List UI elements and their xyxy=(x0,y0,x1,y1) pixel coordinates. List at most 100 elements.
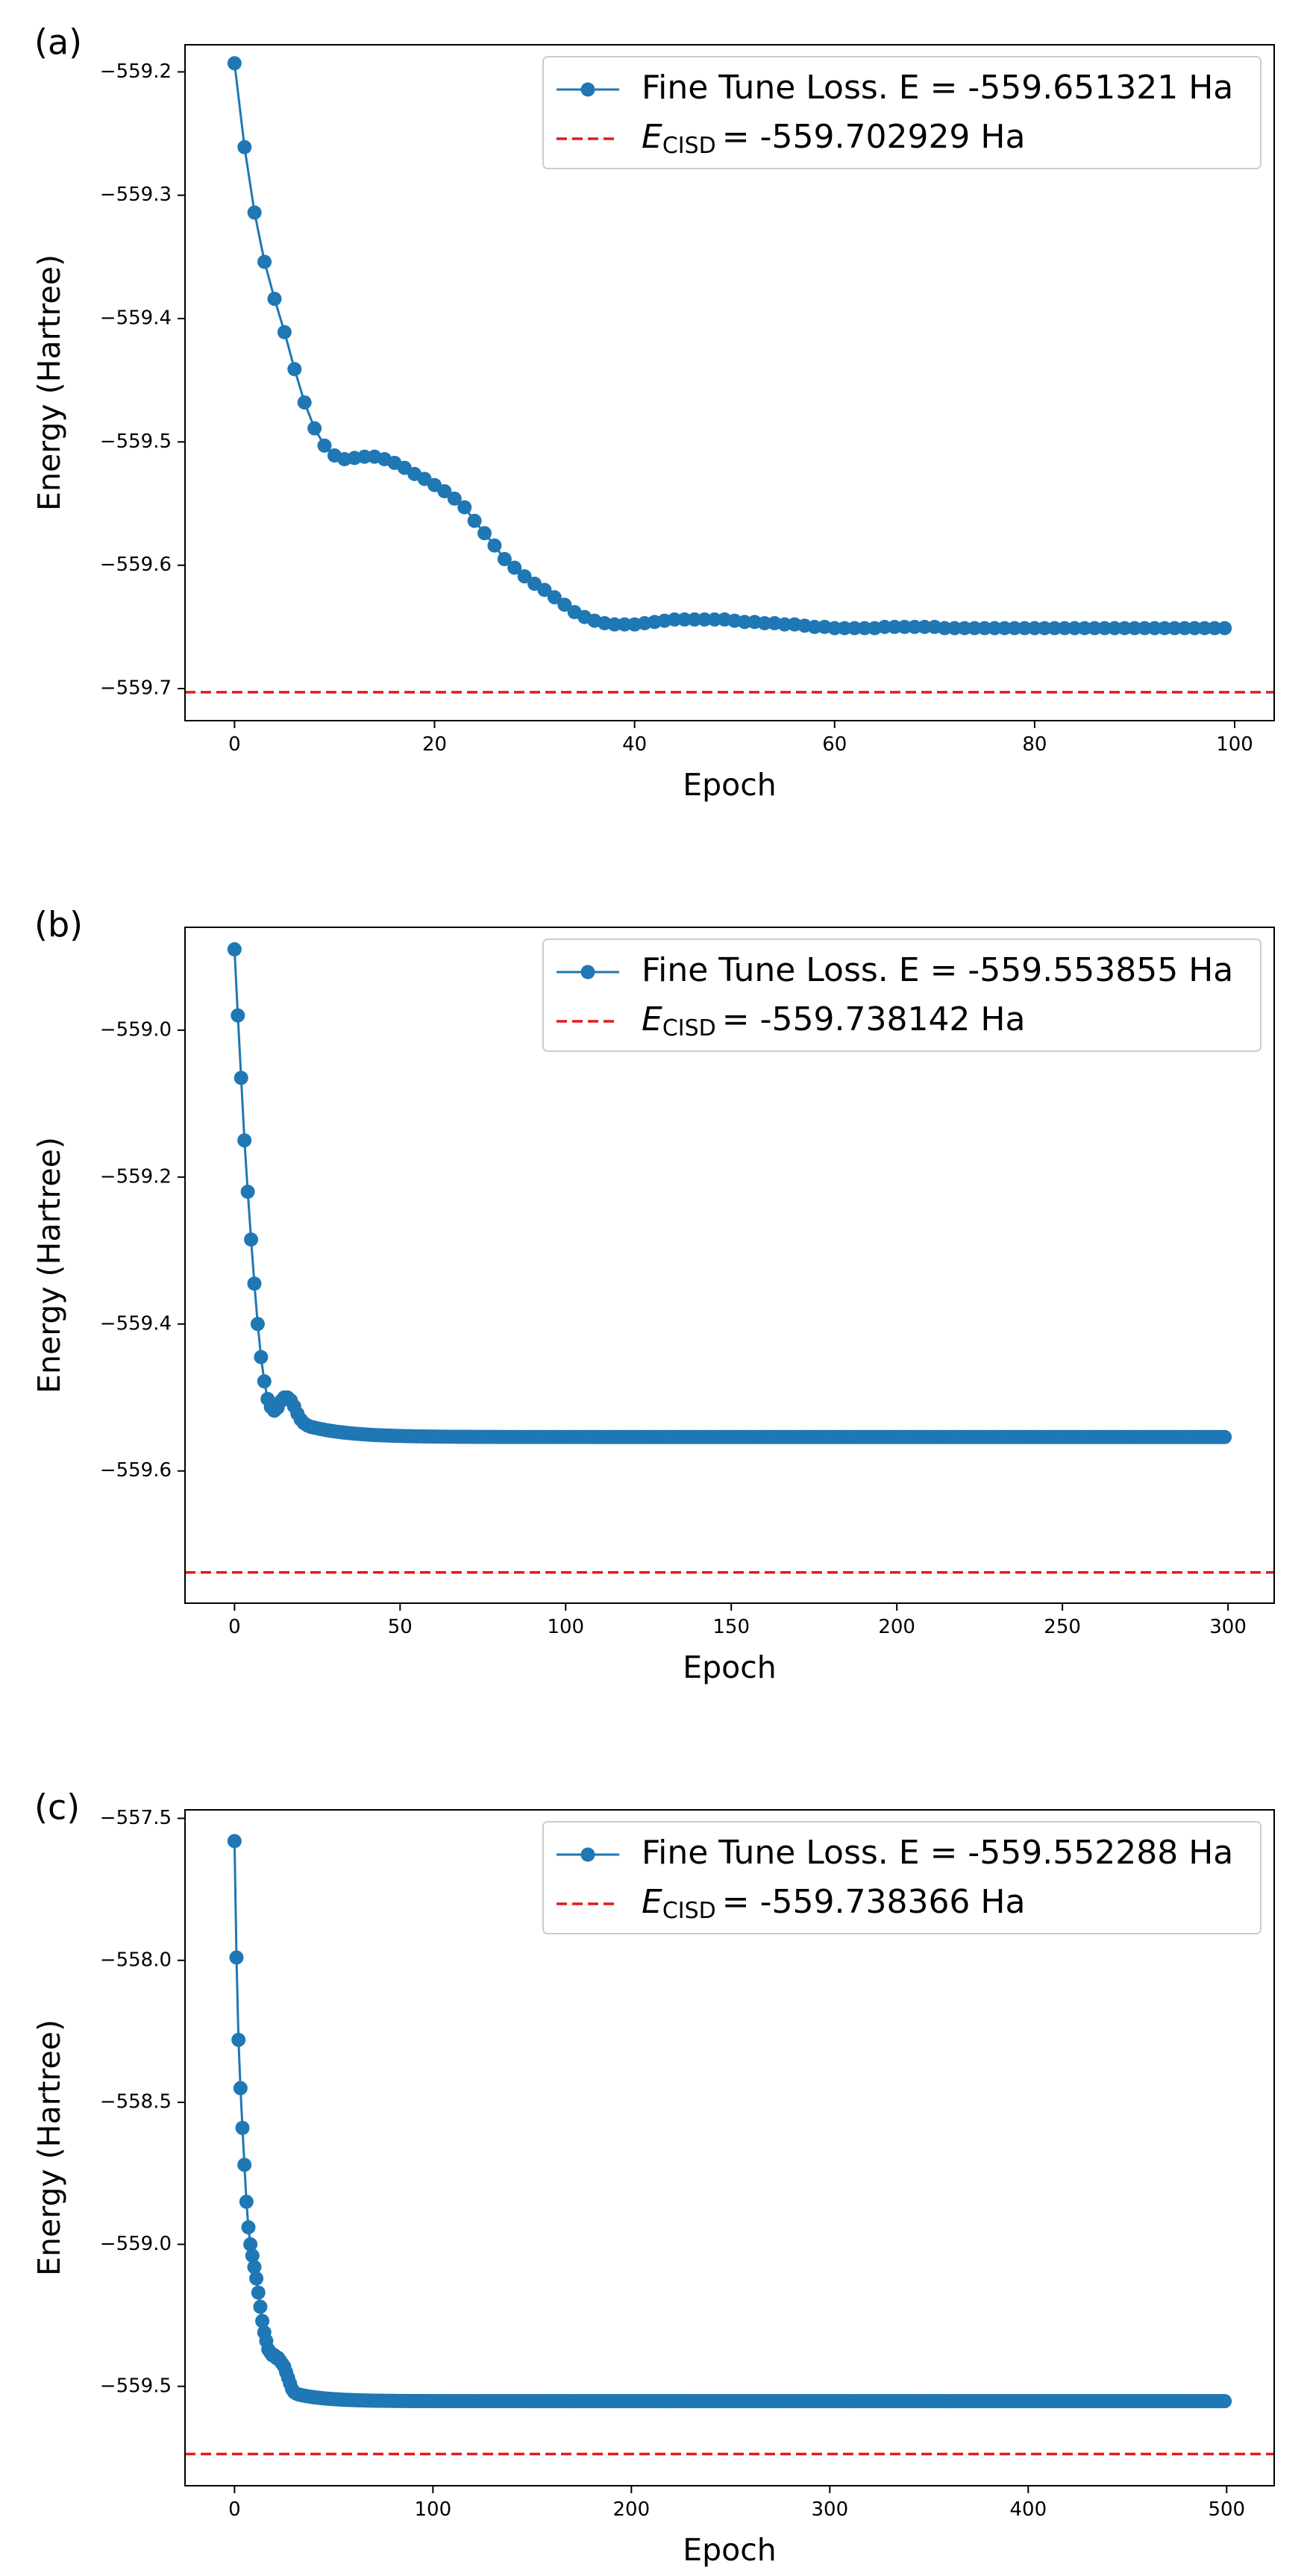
x-tick-label: 60 xyxy=(822,733,847,756)
x-tick-label: 80 xyxy=(1022,733,1047,756)
y-tick-label: −559.6 xyxy=(100,1459,172,1482)
y-axis-title: Energy (Hartree) xyxy=(31,2019,67,2276)
data-point xyxy=(437,483,452,498)
y-tick-label: −559.2 xyxy=(100,60,172,83)
legend-cisd-symbol: E xyxy=(642,1883,662,1921)
data-point xyxy=(1097,621,1112,636)
data-point xyxy=(617,617,632,632)
data-point xyxy=(237,2157,252,2172)
x-tick-label: 40 xyxy=(622,733,647,756)
data-point xyxy=(240,1185,255,1200)
legend-label-cisd: ECISD = -559.702929 Ha xyxy=(642,118,1025,159)
data-point xyxy=(1207,621,1222,636)
y-tick-label: −559.3 xyxy=(100,184,172,206)
data-point xyxy=(607,617,622,632)
y-tick-label: −559.6 xyxy=(100,554,172,576)
data-point xyxy=(267,292,282,307)
data-point xyxy=(254,1350,269,1364)
x-tick-label: 200 xyxy=(613,2498,651,2521)
data-point xyxy=(447,491,462,506)
data-point xyxy=(237,1133,252,1148)
x-tick-label: 50 xyxy=(388,1616,413,1638)
legend-cisd-value: = -559.738366 Ha xyxy=(722,1883,1026,1921)
y-tick-label: −558.5 xyxy=(100,2091,172,2113)
legend-label-fine-tune-loss: Fine Tune Loss. E = -559.651321 Ha xyxy=(642,69,1233,107)
data-point xyxy=(947,621,962,636)
legend-cisd-symbol: E xyxy=(642,1000,662,1038)
data-point xyxy=(231,1008,245,1023)
data-point xyxy=(897,619,912,634)
legend-label-fine-tune-loss: Fine Tune Loss. E = -559.552288 Ha xyxy=(642,1834,1233,1872)
legend-swatch-marker xyxy=(580,82,595,97)
y-tick-label: −559.0 xyxy=(100,2233,172,2255)
chart-panel-a: (a) 0 20 40 60 80 100 −559.2 −559.3 −559.4 −559.5 −… xyxy=(31,22,1275,803)
y-tick-label: −559.7 xyxy=(100,677,172,700)
data-point xyxy=(557,598,572,612)
x-tick-label: 100 xyxy=(547,1616,584,1638)
data-point xyxy=(227,942,242,957)
data-point xyxy=(687,612,702,627)
data-point xyxy=(1187,621,1202,636)
legend-cisd-value: = -559.738142 Ha xyxy=(722,1000,1026,1038)
chart-panel-c: (c) 0 100 200 300 400 500 −557.5 −558.0 −558.5 −55… xyxy=(31,1787,1275,2568)
legend-label-cisd: ECISD = -559.738142 Ha xyxy=(642,1000,1025,1041)
data-point xyxy=(227,56,242,71)
legend-cisd-subscript: CISD xyxy=(662,1898,716,1924)
legend-label-fine-tune-loss: Fine Tune Loss. E = -559.553855 Ha xyxy=(642,951,1233,989)
data-point xyxy=(1027,621,1042,636)
data-point xyxy=(1037,621,1052,636)
plot-frame xyxy=(184,1809,1275,2486)
data-point xyxy=(1107,621,1122,636)
data-point xyxy=(1157,621,1172,636)
data-point xyxy=(251,2285,266,2300)
data-point xyxy=(877,619,892,634)
data-point xyxy=(957,621,972,636)
data-point xyxy=(287,362,302,377)
data-point xyxy=(1217,2394,1232,2409)
data-point xyxy=(277,325,292,339)
data-point xyxy=(707,612,722,627)
series-markers xyxy=(227,56,1232,636)
data-point xyxy=(507,560,522,575)
data-point xyxy=(235,2120,250,2135)
data-point xyxy=(847,621,862,636)
data-point xyxy=(317,438,332,453)
y-tick-label: −559.4 xyxy=(100,1312,172,1335)
legend: Fine Tune Loss. E = -559.651321 Ha ECISD =… xyxy=(542,56,1261,169)
data-point xyxy=(517,569,532,584)
data-point xyxy=(1197,621,1212,636)
data-point xyxy=(1047,621,1062,636)
data-point xyxy=(241,2220,256,2235)
series-markers xyxy=(227,1834,1232,2409)
data-point xyxy=(697,612,712,627)
data-point xyxy=(1007,621,1022,636)
x-tick-label: 20 xyxy=(422,733,447,756)
y-tick-label: −557.5 xyxy=(100,1807,172,1829)
data-point xyxy=(997,621,1012,636)
data-point xyxy=(1127,621,1142,636)
x-tick-label: 150 xyxy=(712,1616,750,1638)
data-point xyxy=(1137,621,1152,636)
data-point xyxy=(244,1232,259,1247)
data-point xyxy=(497,551,512,566)
data-point xyxy=(547,590,562,605)
legend-box xyxy=(542,1821,1261,1934)
legend-cisd-subscript: CISD xyxy=(662,1015,716,1041)
y-tick-label: −559.5 xyxy=(100,2375,172,2397)
x-tick-label: 0 xyxy=(228,733,241,756)
data-point xyxy=(937,621,952,636)
data-point xyxy=(677,612,692,627)
data-point xyxy=(477,526,492,541)
data-point xyxy=(239,2194,254,2209)
data-point xyxy=(227,1834,242,1849)
data-point xyxy=(857,621,872,636)
x-tick-label: 100 xyxy=(1216,733,1253,756)
plot-frame xyxy=(184,927,1275,1604)
data-point xyxy=(1217,1429,1232,1444)
y-tick-label: −559.4 xyxy=(100,307,172,330)
y-tick-label: −559.5 xyxy=(100,430,172,453)
data-point xyxy=(887,619,902,634)
data-point xyxy=(537,583,552,598)
x-tick-label: 0 xyxy=(228,2498,241,2521)
